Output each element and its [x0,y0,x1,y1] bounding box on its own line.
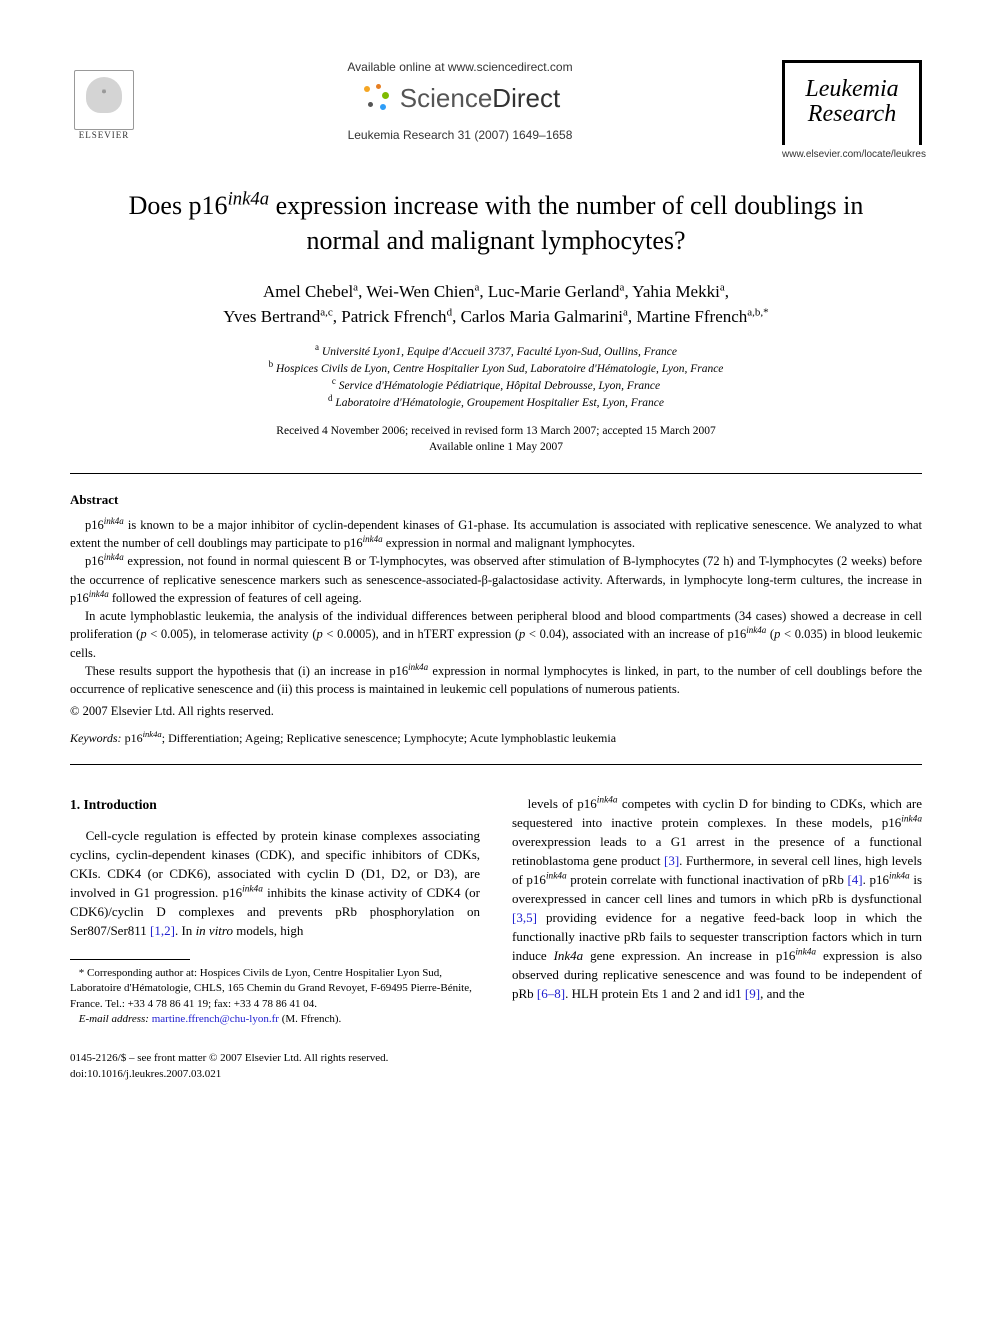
journal-name-line2: Research [791,102,913,127]
journal-citation: Leukemia Research 31 (2007) 1649–1658 [158,128,762,142]
abstract-copyright: © 2007 Elsevier Ltd. All rights reserved… [70,704,922,719]
citation-ref[interactable]: [9] [745,986,760,1001]
author-list: Amel Chebela, Wei-Wen Chiena, Luc-Marie … [70,279,922,330]
sciencedirect-logo: ScienceDirect [360,82,560,114]
elsevier-logo: ELSEVIER [70,60,138,140]
intro-para-col1: Cell-cycle regulation is effected by pro… [70,827,480,941]
abstract-body: p16ink4a is known to be a major inhibito… [70,516,922,699]
citation-ref[interactable]: [4] [847,872,862,887]
article-dates: Received 4 November 2006; received in re… [70,423,922,455]
abstract-para-4: These results support the hypothesis tha… [70,662,922,699]
abstract-para-2: p16ink4a expression, not found in normal… [70,552,922,607]
abstract-heading: Abstract [70,492,922,508]
email-link[interactable]: martine.ffrench@chu-lyon.fr [152,1013,279,1025]
keywords-line: Keywords: p16ink4a; Differentiation; Age… [70,731,922,746]
available-online-date: Available online 1 May 2007 [70,439,922,455]
abstract-para-1: p16ink4a is known to be a major inhibito… [70,516,922,553]
elsevier-label: ELSEVIER [79,130,130,140]
sciencedirect-wordmark: ScienceDirect [400,83,560,114]
rule-below-keywords [70,764,922,765]
keywords-label: Keywords: [70,731,122,745]
doi-line: doi:10.1016/j.leukres.2007.03.021 [70,1067,922,1082]
affiliation-list: a Université Lyon1, Equipe d'Accueil 373… [70,344,922,413]
journal-cover-block: Leukemia Research www.elsevier.com/locat… [782,60,922,160]
citation-ref[interactable]: [1,2] [150,923,175,938]
column-right: levels of p16ink4a competes with cyclin … [512,795,922,1027]
citation-ref[interactable]: [3,5] [512,910,537,925]
page-header: ELSEVIER Available online at www.science… [70,60,922,160]
corresponding-author-footnote: * Corresponding author at: Hospices Civi… [70,966,480,1028]
available-online-line: Available online at www.sciencedirect.co… [158,60,762,74]
front-matter-line: 0145-2126/$ – see front matter © 2007 El… [70,1051,922,1066]
citation-ref[interactable]: [6–8] [537,986,565,1001]
article-title: Does p16ink4a expression increase with t… [110,188,882,258]
corr-author-email: E-mail address: martine.ffrench@chu-lyon… [70,1012,480,1027]
footer-matter: 0145-2126/$ – see front matter © 2007 El… [70,1051,922,1082]
elsevier-tree-icon [74,70,134,130]
column-left: 1. Introduction Cell-cycle regulation is… [70,795,480,1027]
intro-para-col2: levels of p16ink4a competes with cyclin … [512,795,922,1004]
rule-above-abstract [70,473,922,474]
journal-name-line1: Leukemia [791,77,913,102]
center-header: Available online at www.sciencedirect.co… [138,60,782,142]
corr-author-text: * Corresponding author at: Hospices Civi… [70,966,480,1012]
body-columns: 1. Introduction Cell-cycle regulation is… [70,795,922,1027]
citation-ref[interactable]: [3] [664,853,679,868]
section-heading-intro: 1. Introduction [70,795,480,815]
abstract-para-3: In acute lymphoblastic leukemia, the ana… [70,607,922,662]
email-label: E-mail address: [79,1013,149,1025]
received-line: Received 4 November 2006; received in re… [70,423,922,439]
journal-url: www.elsevier.com/locate/leukres [782,149,922,160]
journal-cover-box: Leukemia Research [782,60,922,145]
footnote-rule [70,959,190,960]
sciencedirect-swirl-icon [360,82,392,114]
